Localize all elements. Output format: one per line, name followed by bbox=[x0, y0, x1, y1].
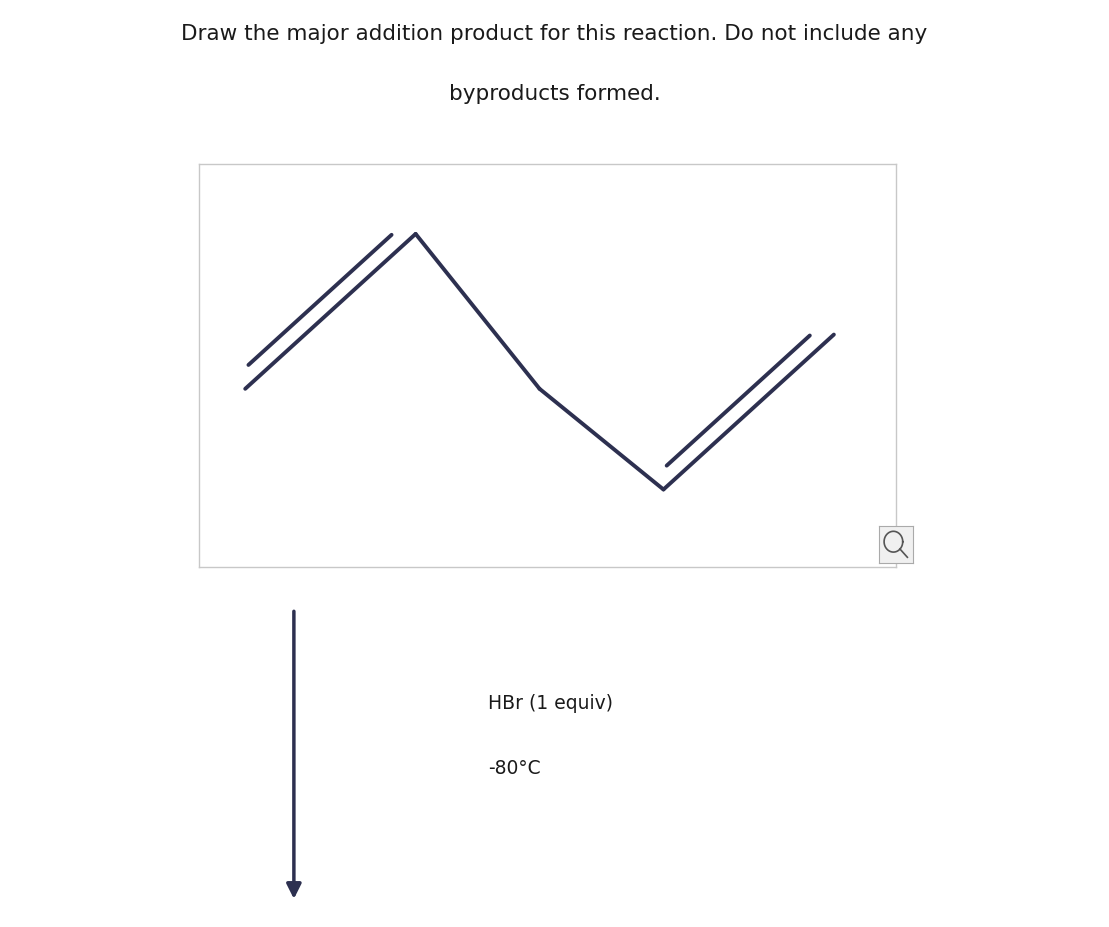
Text: Draw the major addition product for this reaction. Do not include any: Draw the major addition product for this… bbox=[182, 24, 927, 44]
Text: HBr (1 equiv): HBr (1 equiv) bbox=[488, 693, 613, 712]
Text: byproducts formed.: byproducts formed. bbox=[449, 84, 660, 104]
Text: -80°C: -80°C bbox=[488, 758, 540, 778]
